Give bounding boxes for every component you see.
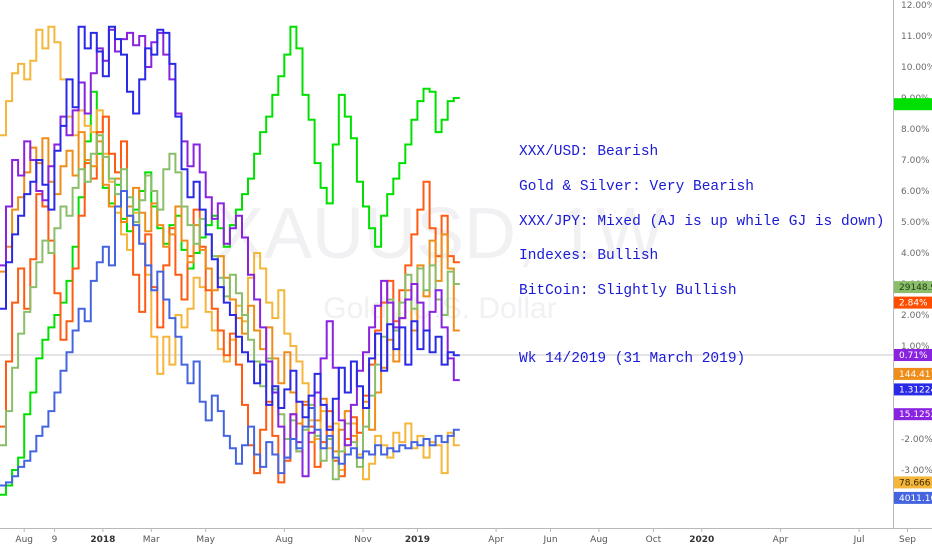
x-tick-label: 2018 (90, 535, 115, 545)
annotation-week: Wk 14/2019 (31 March 2019) (519, 351, 745, 367)
x-tick-label: Apr (488, 535, 504, 545)
annotation-indexes: Indexes: Bullish (519, 248, 658, 264)
x-tick-label: 9 (52, 535, 58, 545)
series-line-8 (0, 25, 460, 431)
x-tick-label: Aug (276, 535, 294, 545)
x-tick-label: May (196, 535, 215, 545)
price-badge-label: 29148.9 (899, 283, 932, 293)
x-tick-label: Aug (15, 535, 33, 545)
y-tick-label: -2.00% (901, 435, 932, 445)
x-tick-label: Aug (590, 535, 608, 545)
x-tick-label: Sep (899, 535, 916, 545)
watermark-description: Gold / U.S. Dollar (323, 292, 556, 325)
price-badge-label: 0.71% (899, 351, 928, 361)
price-badge-label: 78.666 (899, 478, 931, 488)
y-tick-label: -3.00% (901, 466, 932, 476)
y-tick-label: 8.00% (901, 125, 930, 135)
annotation-gold-silver: Gold & Silver: Very Bearish (519, 179, 754, 195)
y-tick-label: 12.00% (901, 1, 932, 11)
y-tick-label: 5.00% (901, 218, 930, 228)
price-badge-label: 144.417 (899, 370, 932, 380)
x-tick-label: Mar (143, 535, 160, 545)
x-tick-label: 2019 (405, 535, 430, 545)
x-tick-label: Apr (773, 535, 789, 545)
y-tick-label: 4.00% (901, 249, 930, 259)
price-badge-label: 15.12521 (899, 410, 932, 420)
x-tick-label: Nov (354, 535, 372, 545)
price-badge (894, 281, 932, 294)
y-tick-label: 10.00% (901, 63, 932, 73)
series-line-7 (0, 190, 460, 487)
y-tick-label: 11.00% (901, 32, 932, 42)
price-badge (894, 408, 932, 421)
y-tick-label: 7.00% (901, 156, 930, 166)
price-badge-label: 4011.10 (899, 494, 932, 504)
watermark-symbol: XAUUSD, 1W (216, 194, 664, 274)
annotation-xxxusd: XXX/USD: Bearish (519, 144, 658, 160)
annotation-xxxjpy: XXX/JPY: Mixed (AJ is up while GJ is dow… (519, 214, 884, 230)
x-tick-label: Jun (543, 535, 558, 545)
price-badge (894, 491, 932, 504)
price-badge (894, 296, 932, 309)
series-line-3 (0, 115, 460, 484)
price-badge (894, 348, 932, 361)
x-tick-label: 2020 (689, 535, 714, 545)
price-badge (894, 367, 932, 380)
x-tick-label: Oct (646, 535, 662, 545)
y-tick-label: 1.00% (901, 342, 930, 352)
green-price-marker (894, 98, 932, 111)
y-tick-label: 6.00% (901, 187, 930, 197)
price-badge-label: 2.84% (899, 299, 928, 309)
y-tick-label: 2.00% (901, 311, 930, 321)
price-badge-label: 1.31224 (899, 385, 932, 395)
annotation-bitcoin: BitCoin: Slightly Bullish (519, 283, 737, 299)
price-badge (894, 383, 932, 396)
x-tick-label: Jul (853, 535, 865, 545)
price-badge (894, 476, 932, 489)
